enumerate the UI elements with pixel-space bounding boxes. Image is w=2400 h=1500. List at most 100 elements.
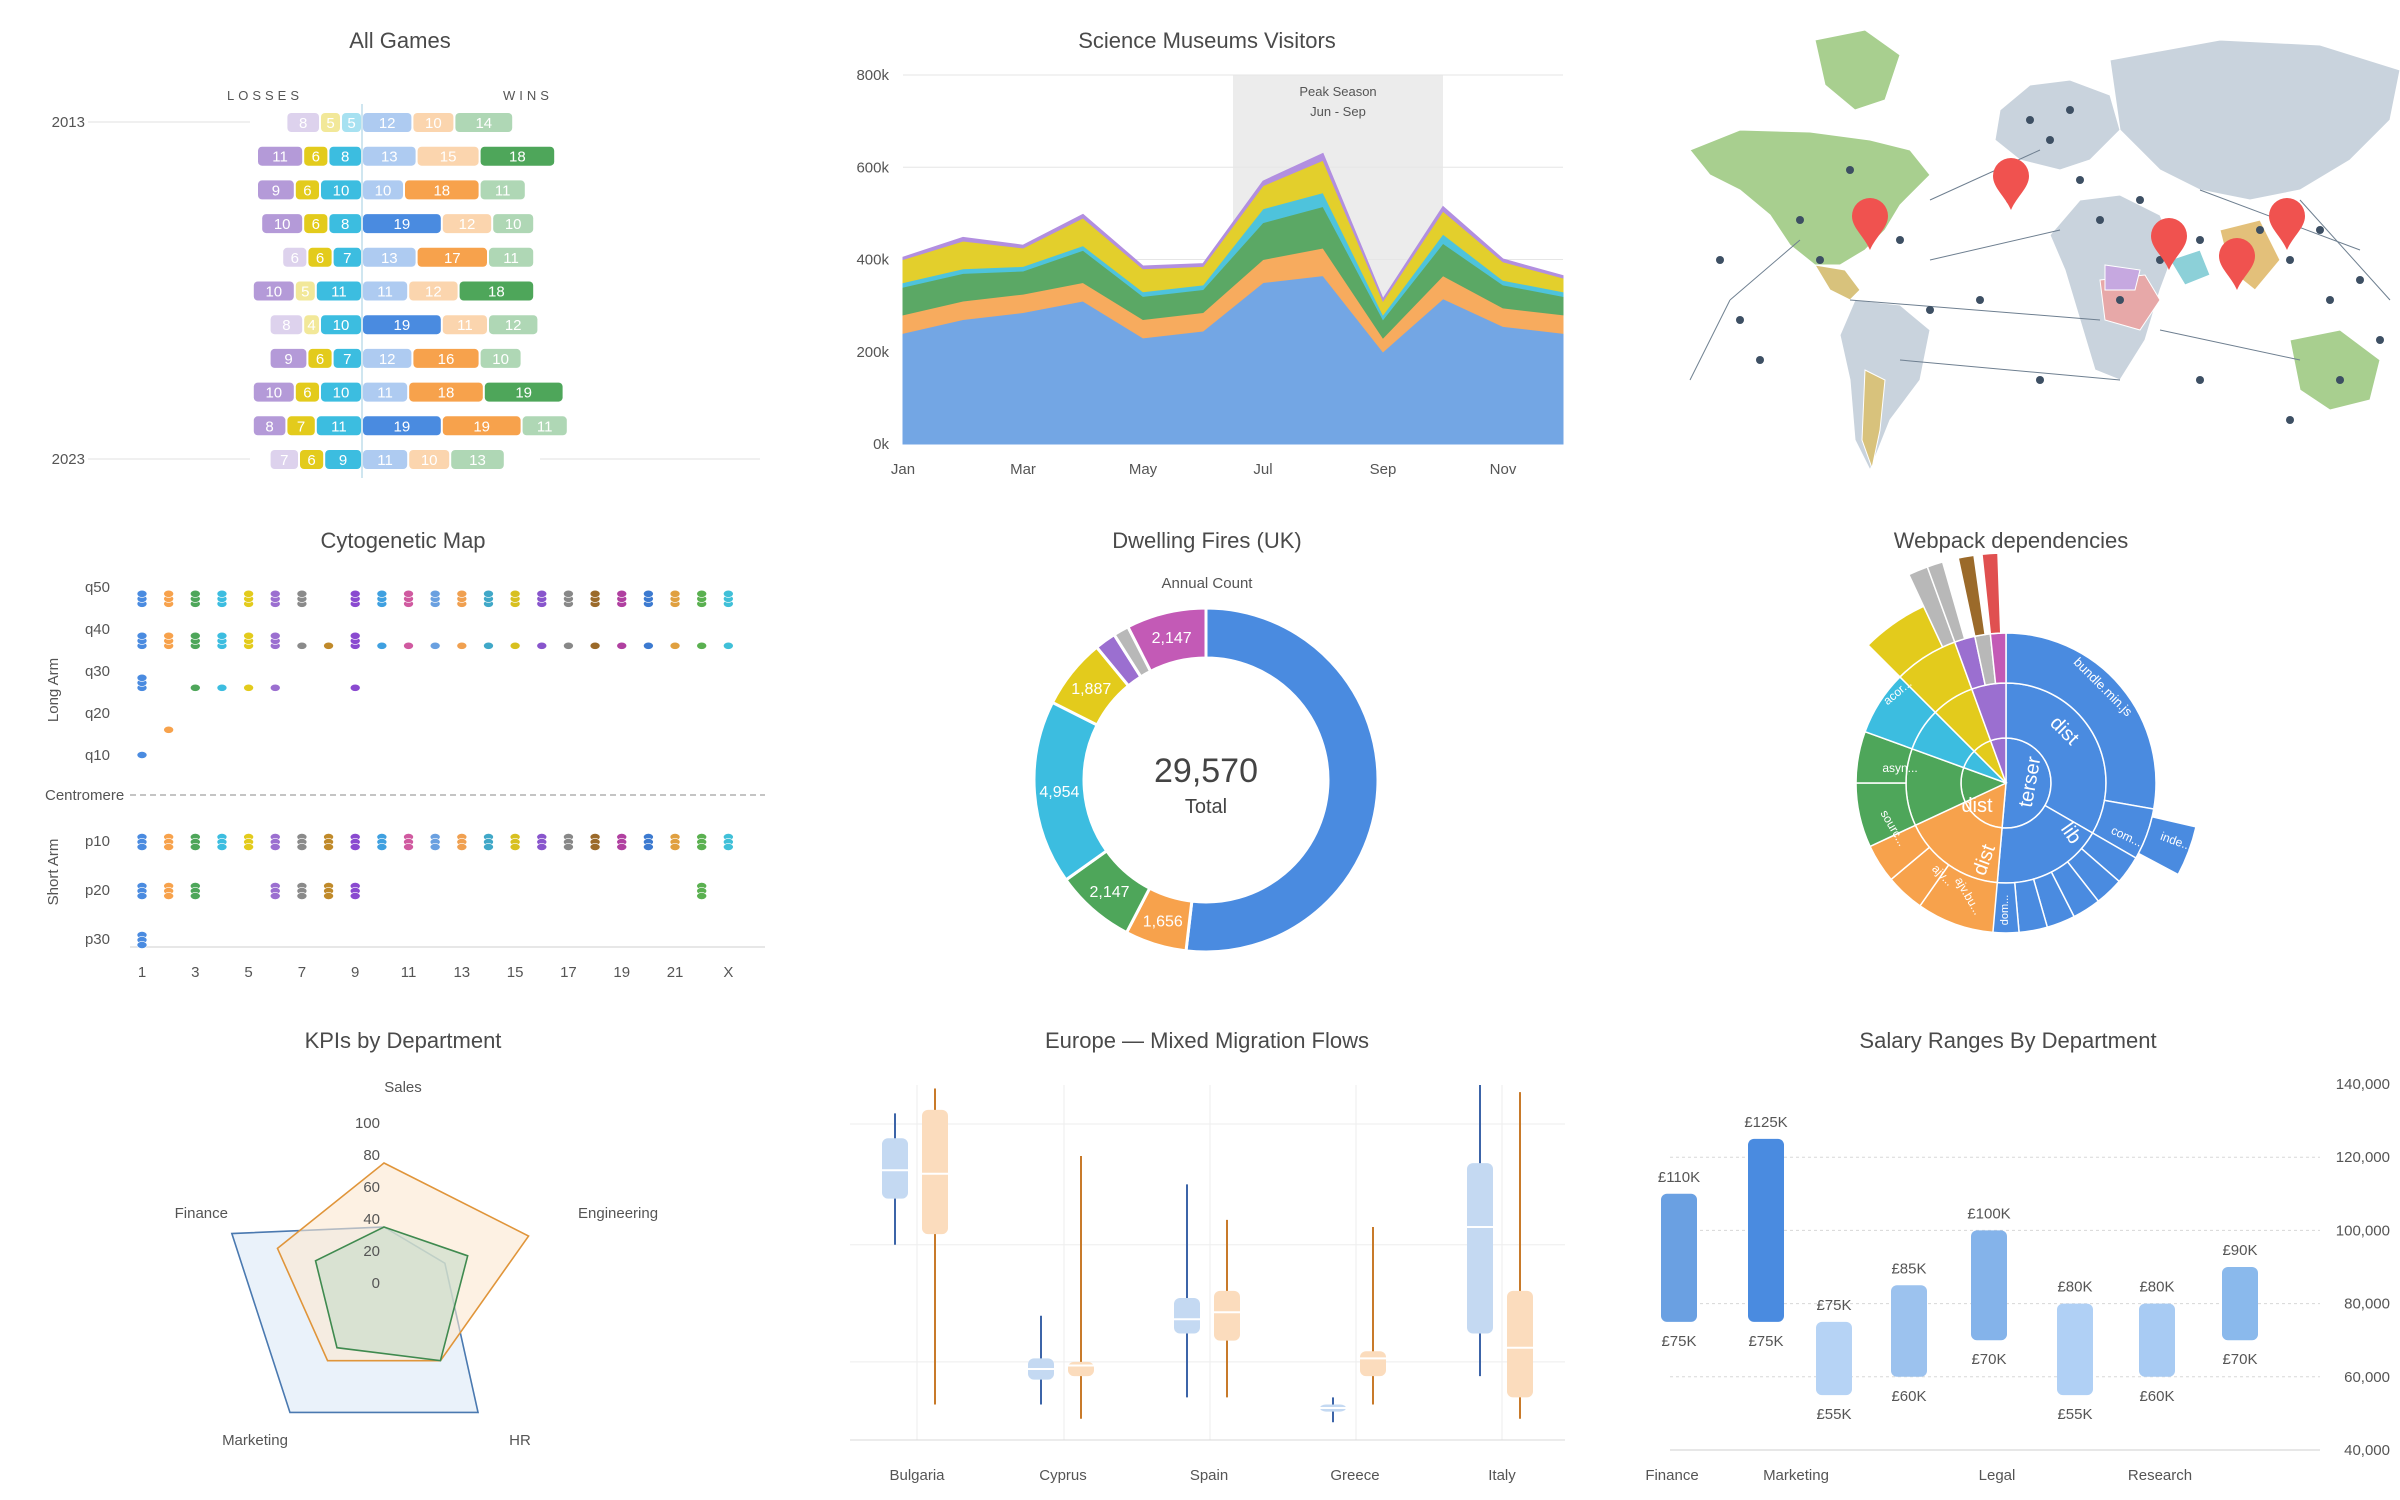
bar-label: 8 [265, 418, 273, 435]
salary-bar [1661, 1193, 1697, 1322]
band-mark [163, 843, 174, 851]
x-tick: Research [2128, 1467, 2192, 1484]
band-mark [136, 631, 148, 640]
win-bar [442, 416, 521, 436]
station-dot [1796, 216, 1804, 224]
win-bar [480, 348, 521, 368]
salary-bar [2057, 1303, 2093, 1396]
chart-title: Europe — Mixed Migration Flows [1045, 1028, 1369, 1053]
loss-bar [283, 247, 307, 267]
win-bar [417, 247, 487, 267]
x-tick: Marketing [1763, 1467, 1829, 1484]
area-series-purple [902, 152, 1564, 303]
bar-label: 19 [394, 418, 411, 435]
donut-total-label: Total [1185, 796, 1227, 818]
band-mark [483, 641, 494, 650]
station-dot [1816, 256, 1824, 264]
chart-subtitle: Annual Count [1162, 575, 1254, 592]
loss-bar [333, 348, 361, 368]
x-tick: 7 [298, 964, 306, 981]
win-bar [363, 113, 412, 132]
band-mark [643, 843, 654, 851]
bar-label: 19 [515, 385, 532, 402]
win-bar [455, 113, 513, 132]
station-dot [2356, 276, 2364, 284]
box [1174, 1298, 1200, 1334]
migration-flows-chart: Europe — Mixed Migration Flows Bulgaria Cy… [850, 1028, 1565, 1484]
x-tick: Cyprus [1039, 1467, 1087, 1484]
chart-title: KPIs by Department [305, 1028, 502, 1053]
win-bar [363, 416, 441, 436]
x-tick: X [723, 964, 733, 981]
win-bar [489, 247, 534, 267]
sunburst-segment [1926, 560, 1966, 644]
bar-label: 18 [509, 149, 526, 166]
bar-label: 7 [343, 250, 351, 267]
map-pin-icon [2219, 238, 2255, 290]
year-label: 2013 [52, 114, 85, 131]
high-label: £125K [1744, 1114, 1787, 1131]
bar-label: 13 [381, 250, 398, 267]
y-tick: q40 [85, 621, 110, 638]
band-mark [136, 589, 148, 598]
band-mark [269, 843, 281, 851]
band-mark [296, 843, 308, 851]
slice-label: 1,887 [1071, 681, 1111, 698]
bar-label: 11 [331, 418, 347, 435]
band-mark [616, 843, 628, 851]
win-bar [363, 382, 408, 402]
bar-label: 10 [492, 351, 509, 368]
bar-label: 5 [326, 115, 334, 132]
station-dot [2036, 376, 2044, 384]
slice-label: 2,147 [1152, 630, 1192, 647]
radar-series-green [314, 1226, 469, 1362]
band-mark [483, 589, 494, 598]
y-tick: 60,000 [2344, 1369, 2390, 1386]
band-mark [190, 683, 201, 692]
chart-title: Dwelling Fires (UK) [1112, 528, 1301, 553]
bar-label: 13 [469, 452, 486, 469]
bar-label: 15 [440, 149, 457, 166]
band-mark [136, 751, 148, 759]
x-tick: May [1129, 461, 1158, 478]
band-mark [589, 843, 601, 851]
bar-label: 6 [303, 385, 311, 402]
bar-label: 9 [272, 182, 280, 199]
bar-label: 11 [495, 182, 511, 199]
band-mark [323, 641, 334, 650]
station-dot [2136, 196, 2144, 204]
station-dot [2326, 296, 2334, 304]
y-tick: 600k [856, 159, 889, 176]
station-dot [2096, 216, 2104, 224]
bar-label: 18 [433, 182, 450, 199]
salary-bar [2139, 1303, 2175, 1377]
y-tick: q50 [85, 579, 110, 596]
bar-label: 6 [312, 216, 320, 233]
bar-label: 12 [379, 351, 396, 368]
x-tick: Nov [1490, 461, 1517, 478]
x-tick: 5 [244, 964, 252, 981]
band-mark [696, 843, 707, 851]
loss-bar [300, 450, 324, 469]
station-dot [2316, 226, 2324, 234]
band-mark [509, 843, 521, 851]
sunburst-segment [2005, 632, 2157, 810]
cable-line [1899, 359, 2121, 381]
axis-label: Engineering [578, 1205, 658, 1222]
loss-bar [253, 382, 294, 402]
cable-line [1849, 299, 2101, 321]
band-mark [696, 641, 707, 650]
band-mark [349, 631, 361, 640]
y-tick: p20 [85, 882, 110, 899]
bar-label: 11 [377, 452, 393, 469]
win-bar [363, 348, 412, 368]
band-mark [669, 843, 681, 851]
bar-label: 10 [274, 216, 291, 233]
band-mark [323, 892, 334, 900]
segment-label: dom... [1999, 895, 2011, 926]
box [1068, 1361, 1094, 1377]
loss-bar [270, 315, 303, 335]
band-mark [643, 641, 654, 650]
y-tick: 120,000 [2336, 1149, 2390, 1166]
high-label: £80K [2139, 1279, 2174, 1296]
